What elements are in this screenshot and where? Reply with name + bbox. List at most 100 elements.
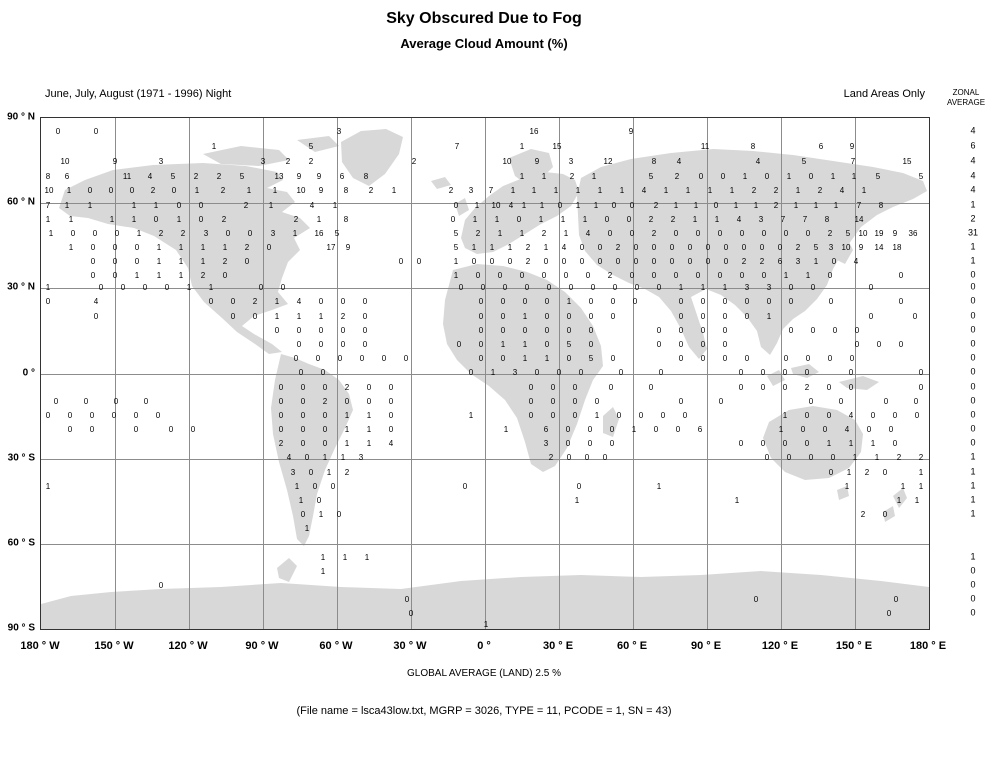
map-value: 1	[296, 312, 302, 321]
zonal-average-value: 0	[970, 324, 976, 335]
map-value: 1	[246, 186, 252, 195]
map-value: 1	[272, 186, 278, 195]
map-value: 0	[700, 354, 706, 363]
map-value: 0	[497, 271, 503, 280]
map-value: 11	[700, 142, 710, 151]
map-value: 1	[453, 271, 459, 280]
map-value: 1	[594, 411, 600, 420]
map-value: 3	[828, 243, 834, 252]
map-value: 0	[892, 439, 898, 448]
new-zealand-north	[893, 488, 907, 508]
map-value: 0	[318, 326, 324, 335]
map-value: 1	[918, 468, 924, 477]
map-value: 0	[804, 439, 810, 448]
map-value: 0	[783, 354, 789, 363]
map-value: 0	[544, 326, 550, 335]
map-value: 0	[278, 425, 284, 434]
map-value: 0	[312, 482, 318, 491]
map-value: 3	[290, 468, 296, 477]
map-value: 0	[112, 271, 118, 280]
map-value: 0	[800, 425, 806, 434]
map-value: 2	[285, 157, 291, 166]
map-value: 0	[408, 609, 414, 618]
map-value: 0	[522, 297, 528, 306]
map-value: 1	[208, 283, 214, 292]
map-value: 5	[566, 340, 572, 349]
map-value: 0	[322, 411, 328, 420]
map-value: 0	[143, 397, 149, 406]
x-axis-label: 60 ° W	[319, 640, 353, 652]
map-value: 1	[178, 243, 184, 252]
map-value: 1	[194, 186, 200, 195]
map-value: 0	[308, 468, 314, 477]
map-value: 2	[150, 186, 156, 195]
map-value: 1	[474, 201, 480, 210]
map-value: 0	[98, 283, 104, 292]
map-value: 1	[678, 283, 684, 292]
map-value: 0	[893, 595, 899, 604]
map-value: 1	[304, 524, 310, 533]
map-value: 1	[292, 229, 298, 238]
map-value: 0	[478, 312, 484, 321]
map-value: 3	[158, 157, 164, 166]
map-value: 6	[339, 172, 345, 181]
africa	[443, 264, 603, 472]
map-value: 0	[366, 397, 372, 406]
map-value: 0	[198, 201, 204, 210]
zonal-average-value: 1	[970, 255, 976, 266]
madagascar	[603, 407, 619, 437]
map-value: 1	[870, 439, 876, 448]
map-value: 5	[648, 172, 654, 181]
map-value: 1	[742, 172, 748, 181]
new-guinea	[839, 376, 879, 390]
gridline-vertical	[485, 118, 486, 629]
map-value: 0	[404, 595, 410, 604]
map-value: 0	[344, 397, 350, 406]
map-value: 0	[838, 397, 844, 406]
map-value: 1	[136, 229, 142, 238]
map-value: 0	[142, 283, 148, 292]
map-value: 0	[830, 453, 836, 462]
map-value: 0	[89, 411, 95, 420]
australia	[763, 406, 863, 480]
map-value: 1	[48, 229, 54, 238]
map-value: 1	[344, 439, 350, 448]
map-value: 2	[368, 186, 374, 195]
map-value: 0	[764, 453, 770, 462]
map-value: 4	[388, 439, 394, 448]
map-value: 1	[316, 215, 322, 224]
map-value: 0	[608, 383, 614, 392]
map-value: 15	[902, 157, 912, 166]
map-value: 1	[593, 201, 599, 210]
map-value: 1	[851, 172, 857, 181]
map-value: 0	[678, 297, 684, 306]
map-value: 0	[914, 411, 920, 420]
map-value: 0	[340, 297, 346, 306]
map-value: 0	[576, 482, 582, 491]
map-value: 0	[615, 257, 621, 266]
map-value: 1	[861, 186, 867, 195]
map-value: 0	[366, 383, 372, 392]
map-value: 0	[651, 243, 657, 252]
map-value: 8	[750, 142, 756, 151]
map-value: 0	[651, 257, 657, 266]
map-value: 0	[168, 425, 174, 434]
map-value: 0	[278, 397, 284, 406]
map-value: 1	[778, 425, 784, 434]
x-axis-label: 90 ° W	[245, 640, 279, 652]
map-value: 0	[112, 257, 118, 266]
map-value: 0	[722, 312, 728, 321]
map-value: 14	[874, 243, 884, 252]
map-value: 10	[296, 186, 306, 195]
map-value: 1	[575, 186, 581, 195]
kamchatka	[869, 172, 885, 204]
map-value: 7	[454, 142, 460, 151]
map-value: 17	[326, 243, 336, 252]
gridline-vertical	[633, 118, 634, 629]
map-value: 0	[673, 229, 679, 238]
map-value: 0	[572, 397, 578, 406]
map-value: 12	[603, 157, 613, 166]
map-value: 0	[744, 297, 750, 306]
map-value: 0	[848, 368, 854, 377]
map-value: 3	[270, 229, 276, 238]
